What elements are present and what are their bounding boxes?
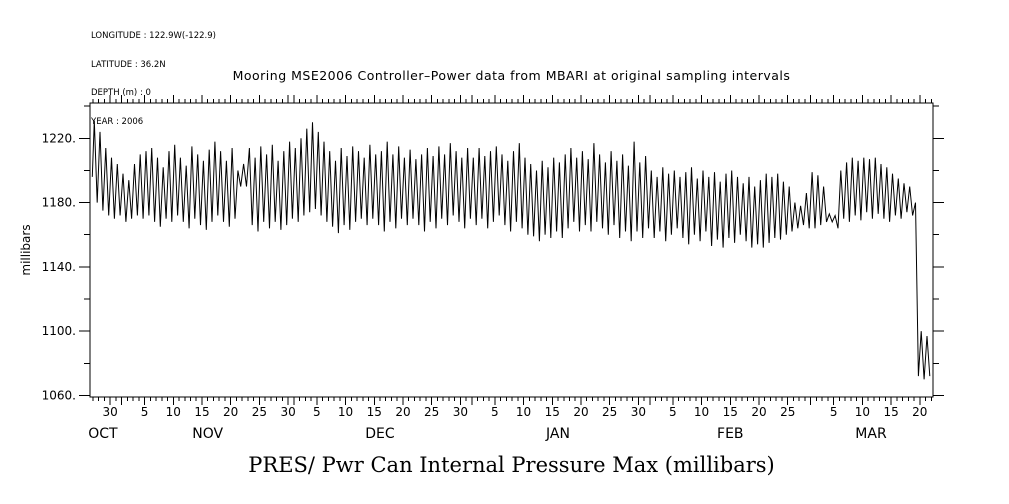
pressure-data-line — [91, 120, 931, 380]
x-tick-label: 10 — [855, 405, 870, 419]
x-tick-label: 15 — [367, 405, 382, 419]
x-tick-label: 25 — [252, 405, 267, 419]
x-tick-label: 10 — [166, 405, 181, 419]
plot-frame — [89, 102, 934, 398]
x-tick-label: 30 — [631, 405, 646, 419]
x-tick-label: 10 — [694, 405, 709, 419]
x-month-label: MAR — [855, 426, 887, 442]
x-tick-label: 15 — [883, 405, 898, 419]
station-metadata: LONGITUDE : 122.9W(-122.9) LATITUDE : 36… — [91, 13, 216, 146]
chart-caption: PRES/ Pwr Can Internal Pressure Max (mil… — [248, 453, 775, 477]
x-tick-label: 10 — [338, 405, 353, 419]
chart-title: Mooring MSE2006 Controller–Power data fr… — [232, 68, 791, 83]
x-tick-label: 20 — [223, 405, 238, 419]
x-tick-label: 30 — [453, 405, 468, 419]
y-axis-label: millibars — [19, 224, 33, 275]
x-tick-label: 20 — [751, 405, 766, 419]
x-tick-label: 5 — [830, 405, 838, 419]
x-tick-label: 5 — [491, 405, 499, 419]
x-tick-label: 5 — [669, 405, 677, 419]
metadata-longitude: LONGITUDE : 122.9W(-122.9) — [91, 31, 216, 41]
x-month-label: OCT — [88, 426, 118, 442]
x-tick-label: 15 — [194, 405, 209, 419]
x-month-label: NOV — [192, 426, 223, 442]
x-tick-label: 20 — [912, 405, 927, 419]
y-tick-label: 1100. — [42, 324, 76, 338]
x-tick-label: 25 — [602, 405, 617, 419]
x-tick-label: 30 — [280, 405, 295, 419]
x-tick-label: 10 — [516, 405, 531, 419]
x-month-label: JAN — [545, 426, 570, 442]
x-month-label: DEC — [365, 426, 395, 442]
y-tick-label: 1060. — [42, 388, 76, 402]
y-tick-label: 1220. — [42, 131, 76, 145]
x-tick-label: 5 — [313, 405, 321, 419]
y-tick-label: 1180. — [42, 196, 76, 210]
x-tick-label: 15 — [723, 405, 738, 419]
x-tick-label: 25 — [424, 405, 439, 419]
x-tick-label: 30 — [102, 405, 117, 419]
x-tick-label: 20 — [573, 405, 588, 419]
x-tick-label: 15 — [545, 405, 560, 419]
x-tick-label: 25 — [780, 405, 795, 419]
y-tick-label: 1140. — [42, 260, 76, 274]
x-tick-label: 20 — [395, 405, 410, 419]
x-tick-label: 5 — [141, 405, 149, 419]
metadata-depth: DEPTH (m) : 0 — [91, 88, 151, 98]
x-month-label: FEB — [717, 426, 744, 442]
metadata-latitude: LATITUDE : 36.2N — [91, 59, 166, 70]
metadata-year: YEAR : 2006 — [91, 116, 144, 127]
